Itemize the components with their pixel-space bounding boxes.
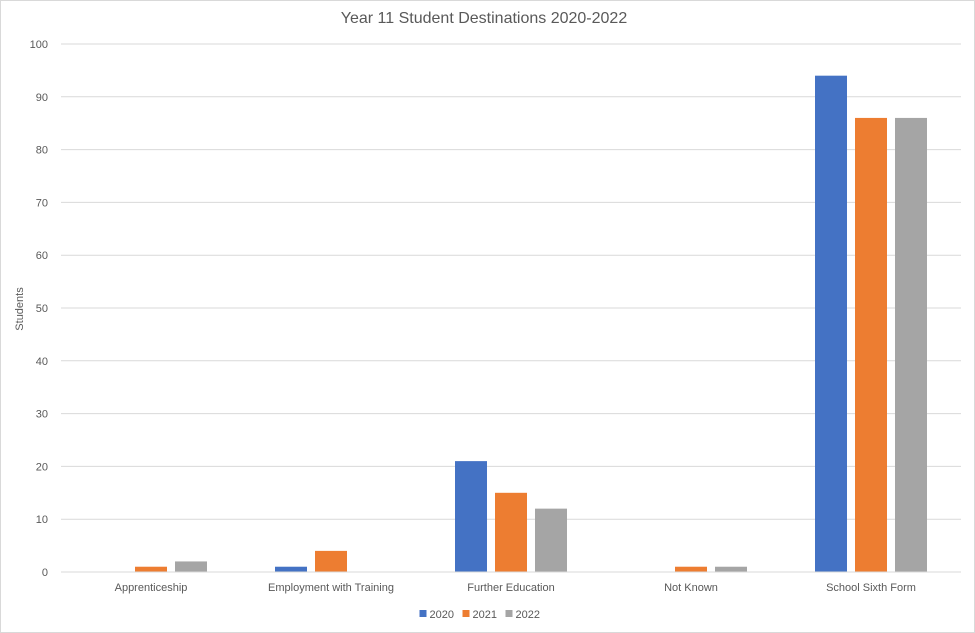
x-tick-label: Further Education: [467, 582, 554, 594]
y-tick-label: 20: [36, 461, 48, 473]
y-tick-label: 100: [30, 39, 48, 51]
y-tick-label: 50: [36, 303, 48, 315]
y-tick-label: 80: [36, 145, 48, 157]
legend-label: 2020: [430, 609, 454, 621]
bar-2020: [455, 461, 487, 572]
bar-2022: [175, 561, 207, 572]
legend-swatch: [419, 610, 427, 617]
legend-swatch: [462, 610, 470, 617]
chart-title: Year 11 Student Destinations 2020-2022: [341, 10, 628, 27]
y-tick-label: 70: [36, 197, 48, 209]
legend: 2020 2021 2022: [419, 609, 540, 621]
y-tick-label: 0: [42, 567, 48, 579]
y-tick-label: 30: [36, 409, 48, 421]
gridlines: [61, 43, 961, 520]
bar-2020: [815, 75, 847, 573]
x-tick-label: Not Known: [664, 582, 718, 594]
bar-2021: [495, 492, 527, 572]
y-tick-label: 90: [36, 92, 48, 104]
y-axis-ticks: 0 10 20 30 40 50 60 70 80 90 100: [30, 39, 48, 579]
y-tick-label: 60: [36, 250, 48, 262]
bar-2022: [715, 566, 747, 572]
legend-swatch: [505, 610, 513, 617]
bar-2021: [135, 566, 167, 572]
y-axis-title: Students: [14, 287, 26, 331]
bar-2021: [675, 566, 707, 572]
y-tick-label: 10: [36, 514, 48, 526]
legend-label: 2021: [473, 609, 497, 621]
x-tick-label: School Sixth Form: [826, 582, 916, 594]
y-tick-label: 40: [36, 356, 48, 368]
bar-2021: [855, 117, 887, 573]
x-tick-label: Apprenticeship: [115, 582, 188, 594]
bar-2022: [535, 508, 567, 572]
bars: [135, 75, 927, 573]
bar-2022: [895, 117, 927, 573]
bar-2020: [275, 566, 307, 572]
legend-label: 2022: [516, 609, 540, 621]
bar-2021: [315, 550, 347, 572]
x-tick-label: Employment with Training: [268, 582, 394, 594]
x-axis-ticks: Apprenticeship Employment with Training Fu…: [115, 582, 916, 594]
